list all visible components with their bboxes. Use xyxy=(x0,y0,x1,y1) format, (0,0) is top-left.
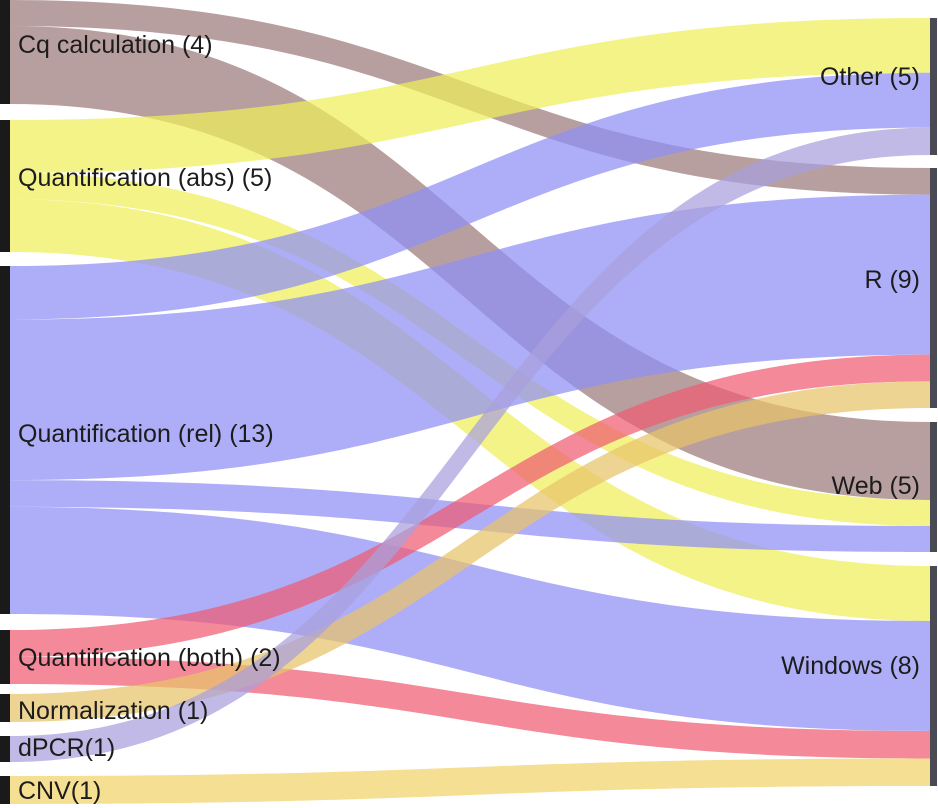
flow-dpcr-to-other xyxy=(10,127,930,763)
target-node-r xyxy=(930,168,937,408)
source-label-cq: Cq calculation (4) xyxy=(18,31,213,59)
source-node-dpcr xyxy=(0,736,10,762)
source-label-cnv: CNV(1) xyxy=(18,777,101,805)
source-label-rel: Quantification (rel) (13) xyxy=(18,420,274,448)
source-label-dpcr: dPCR(1) xyxy=(18,734,115,762)
target-node-windows xyxy=(930,566,937,786)
target-node-web xyxy=(930,422,937,552)
flow-cnv-to-windows xyxy=(10,758,930,804)
flow-layer xyxy=(10,0,930,804)
flow-both-to-r xyxy=(10,354,930,657)
target-label-windows: Windows (8) xyxy=(781,652,920,680)
source-label-abs: Quantification (abs) (5) xyxy=(18,164,272,192)
source-label-both: Quantification (both) (2) xyxy=(18,644,281,672)
target-node-other xyxy=(930,18,937,155)
flow-rel-to-other xyxy=(10,72,930,320)
source-node-both xyxy=(0,630,10,684)
flow-rel-to-windows xyxy=(10,506,930,731)
flow-rel-to-r xyxy=(10,194,930,481)
target-label-other: Other (5) xyxy=(820,63,920,91)
source-node-cq xyxy=(0,0,10,104)
source-node-abs xyxy=(0,120,10,252)
flow-norm-to-r xyxy=(10,381,930,722)
target-label-web: Web (5) xyxy=(832,472,920,500)
source-node-norm xyxy=(0,694,10,722)
target-label-r: R (9) xyxy=(864,266,920,294)
source-node-rel xyxy=(0,266,10,614)
source-node-cnv xyxy=(0,776,10,804)
source-label-norm: Normalization (1) xyxy=(18,697,208,725)
flow-abs-to-other xyxy=(10,18,930,173)
